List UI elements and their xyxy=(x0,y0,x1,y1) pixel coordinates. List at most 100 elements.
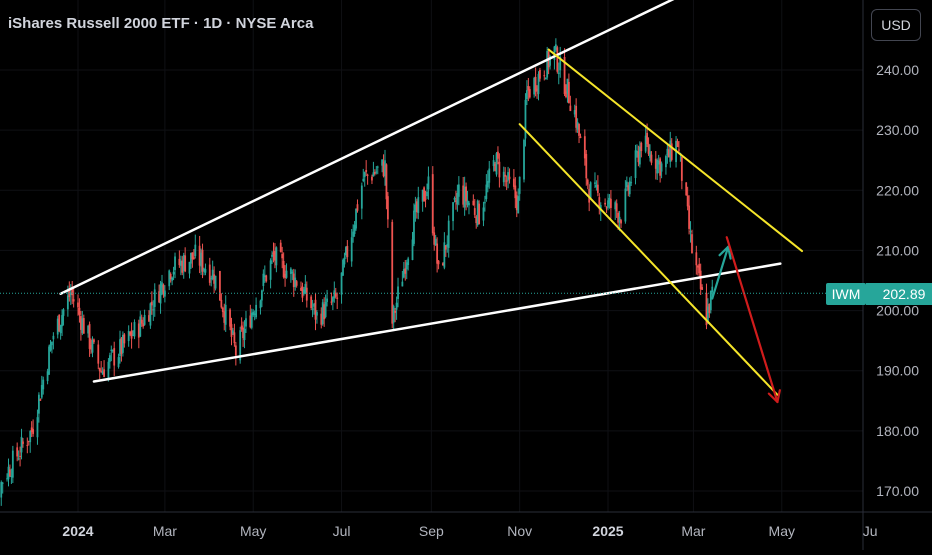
candle-body xyxy=(59,325,62,334)
candle-body xyxy=(265,275,268,282)
candle-body xyxy=(56,318,59,335)
price-axis-ticks: 170.00 180.00 190.00 200.00 210.00 220.00 230.… xyxy=(876,62,919,499)
candle-body xyxy=(191,252,194,260)
candle-body xyxy=(518,176,521,194)
candle-body xyxy=(353,225,356,235)
candle-body xyxy=(486,181,489,188)
candle-body xyxy=(685,182,688,196)
candle-body xyxy=(636,150,638,153)
currency-button[interactable]: USD xyxy=(871,9,921,41)
candle-body xyxy=(627,185,630,191)
candle-body xyxy=(132,334,134,336)
candle-body xyxy=(589,182,592,200)
candle-body xyxy=(554,44,557,50)
candle-body xyxy=(465,186,467,202)
candle-body xyxy=(77,302,79,308)
candle-body xyxy=(316,312,318,316)
candle-body xyxy=(665,156,667,168)
candle-body xyxy=(22,441,24,444)
candle-body xyxy=(678,149,680,151)
candle-body xyxy=(654,158,657,169)
candle-body xyxy=(543,75,546,77)
candle-body xyxy=(707,306,709,323)
candle-body xyxy=(614,202,617,210)
candle-body xyxy=(539,69,541,79)
drawings xyxy=(59,0,804,404)
candle-body xyxy=(515,195,518,211)
candle-body xyxy=(401,281,404,287)
time-tick-label: Nov xyxy=(507,523,532,539)
candle-body xyxy=(66,295,69,310)
candle-body xyxy=(637,151,640,163)
candle-body xyxy=(559,56,562,71)
candle-body xyxy=(565,91,567,98)
candle-body xyxy=(213,274,216,284)
candle-body xyxy=(482,207,485,221)
time-axis-ticks[interactable]: 2024 Mar May Jul Sep Nov 2025 Mar May Ju xyxy=(62,523,877,539)
candle-body xyxy=(414,204,417,212)
candle-body xyxy=(182,255,185,271)
candle-body xyxy=(188,261,191,274)
candle-body xyxy=(181,260,184,273)
candle-body xyxy=(269,260,272,280)
candle-body xyxy=(708,303,711,313)
time-tick-label: 2025 xyxy=(592,523,623,539)
candle-body xyxy=(365,169,368,173)
candle-body xyxy=(457,184,460,197)
candle-body xyxy=(366,174,369,176)
candle-body xyxy=(395,302,398,310)
candle-body xyxy=(566,78,569,94)
time-tick-label: Jul xyxy=(333,523,351,539)
candle-body xyxy=(478,203,481,224)
candle-body xyxy=(323,304,326,320)
candle-body xyxy=(649,151,651,158)
candle-body xyxy=(533,77,536,95)
candle-body xyxy=(638,146,641,165)
candle-body xyxy=(394,310,397,313)
candle-body xyxy=(583,136,586,159)
candle-body xyxy=(36,417,39,438)
candle-body xyxy=(330,301,333,303)
candle-body xyxy=(229,309,231,327)
candle-body xyxy=(120,338,123,354)
badge-symbol: IWM xyxy=(832,286,861,302)
candle-body xyxy=(544,77,547,80)
candle-body xyxy=(352,231,355,237)
candle-body xyxy=(514,185,517,199)
candle-body xyxy=(569,105,572,112)
candle-body xyxy=(240,325,243,330)
candle-body xyxy=(97,344,100,364)
candle-body xyxy=(158,291,160,303)
price-axis[interactable] xyxy=(863,0,932,550)
candle-body xyxy=(0,482,3,498)
candle-body xyxy=(453,197,456,200)
candle-body xyxy=(615,203,618,212)
candle-body xyxy=(689,231,692,233)
candle-body xyxy=(310,296,313,309)
candle-body xyxy=(331,297,334,302)
candle-body xyxy=(49,344,52,351)
candle-body xyxy=(69,292,72,296)
candle-body xyxy=(407,258,410,265)
candle-body xyxy=(617,212,620,223)
candle-body xyxy=(27,440,30,442)
candle-body xyxy=(107,361,110,380)
candle-body xyxy=(417,197,420,213)
arrow-up-head xyxy=(718,245,730,257)
candle-body xyxy=(314,299,317,320)
candle-body xyxy=(87,325,90,334)
candle-body xyxy=(289,268,292,274)
candle-body xyxy=(252,311,255,316)
candle-body xyxy=(466,200,469,205)
candle-body xyxy=(568,81,570,103)
candle-body xyxy=(71,287,74,296)
candle-body xyxy=(221,307,224,312)
candle-body xyxy=(456,193,459,205)
candle-body xyxy=(133,322,136,337)
badge-value: 202.89 xyxy=(883,286,926,302)
candle-body xyxy=(446,244,449,247)
candle-body xyxy=(253,313,256,315)
candle-body xyxy=(536,88,538,91)
